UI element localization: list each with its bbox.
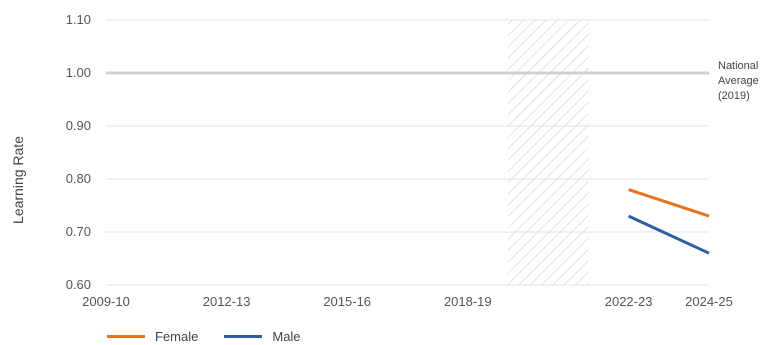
x-tick-label: 2015-16: [323, 294, 371, 309]
x-tick-label: 2009-10: [82, 294, 130, 309]
y-tick-label: 1.10: [66, 12, 91, 27]
x-tick-label: 2024-25: [685, 294, 733, 309]
y-tick-label: 0.80: [66, 171, 91, 186]
gridlines: [106, 19, 709, 286]
shaded-period-band: [508, 20, 589, 285]
series-group: [627, 188, 710, 255]
shaded-period: [508, 20, 589, 285]
reference-line-label-line: Average: [718, 75, 759, 87]
x-tick-labels: 2009-10 2012-13 2015-16 2018-19 2022-23 2024-…: [82, 294, 733, 309]
y-tick-label: 1.00: [66, 65, 91, 80]
series-line-female: [628, 188, 710, 218]
reference-line-label: National Average (2019): [718, 60, 759, 102]
y-tick-label: 0.90: [66, 118, 91, 133]
legend-item-female: Female: [107, 329, 198, 344]
legend-label-female: Female: [155, 329, 199, 344]
x-tick-label: 2012-13: [203, 294, 251, 309]
legend-swatch-male: [224, 335, 263, 338]
legend-swatch-female: [107, 335, 145, 338]
legend: Female Male: [107, 329, 301, 344]
y-tick-label: 0.70: [66, 224, 91, 239]
x-tick-label: 2018-19: [444, 294, 492, 309]
legend-item-male: Male: [224, 329, 301, 344]
y-axis-label: Learning Rate: [10, 136, 26, 224]
y-tick-label: 0.60: [66, 277, 91, 292]
reference-line-label-line: National: [718, 60, 758, 72]
series-line-male: [627, 214, 710, 255]
legend-label-male: Male: [272, 329, 301, 344]
reference-line-label-line: (2019): [718, 90, 750, 102]
x-tick-label: 2022-23: [605, 294, 653, 309]
y-tick-labels: 0.60 0.70 0.80 0.90 1.00 1.10: [66, 12, 91, 292]
